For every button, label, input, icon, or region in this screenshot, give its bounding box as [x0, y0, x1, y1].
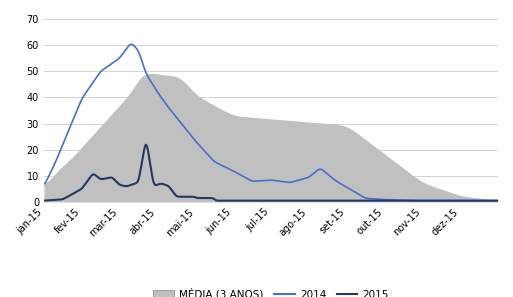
Legend: MÉDIA (3 ANOS), 2014, 2015: MÉDIA (3 ANOS), 2014, 2015 — [149, 284, 393, 297]
